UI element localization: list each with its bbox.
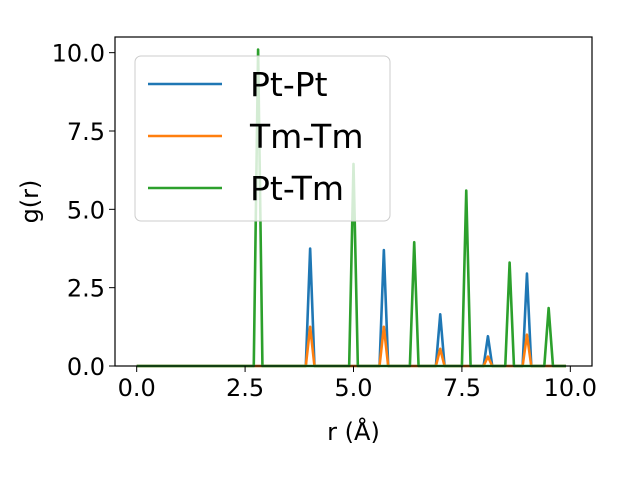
legend: Pt-Pt Tm-Tm Pt-Tm (134, 55, 391, 222)
x-tick-label: 5.0 (334, 374, 372, 402)
y-tick-label: 0.0 (67, 353, 105, 381)
x-tick-label: 10.0 (544, 374, 597, 402)
legend-box (134, 55, 391, 222)
legend-label: Pt-Tm (250, 169, 344, 208)
series-line-tm-tm (136, 325, 566, 368)
x-tick-label: 2.5 (226, 374, 264, 402)
series-line-pt-pt (136, 247, 566, 368)
legend-label: Pt-Pt (250, 65, 328, 104)
x-tick-label: 7.5 (443, 374, 481, 402)
ticks-layer: 0.0 2.5 5.0 7.5 10.0 0.0 2.5 5.0 7.5 10.0 (52, 40, 597, 402)
legend-label: Tm-Tm (249, 117, 364, 156)
y-tick-label: 7.5 (67, 118, 105, 146)
y-tick-label: 5.0 (67, 196, 105, 224)
y-axis-label: g(r) (16, 180, 44, 224)
y-tick-label: 2.5 (67, 275, 105, 303)
x-tick-label: 0.0 (118, 374, 156, 402)
x-axis-label: r (Å) (327, 417, 380, 446)
y-tick-label: 10.0 (52, 40, 105, 68)
